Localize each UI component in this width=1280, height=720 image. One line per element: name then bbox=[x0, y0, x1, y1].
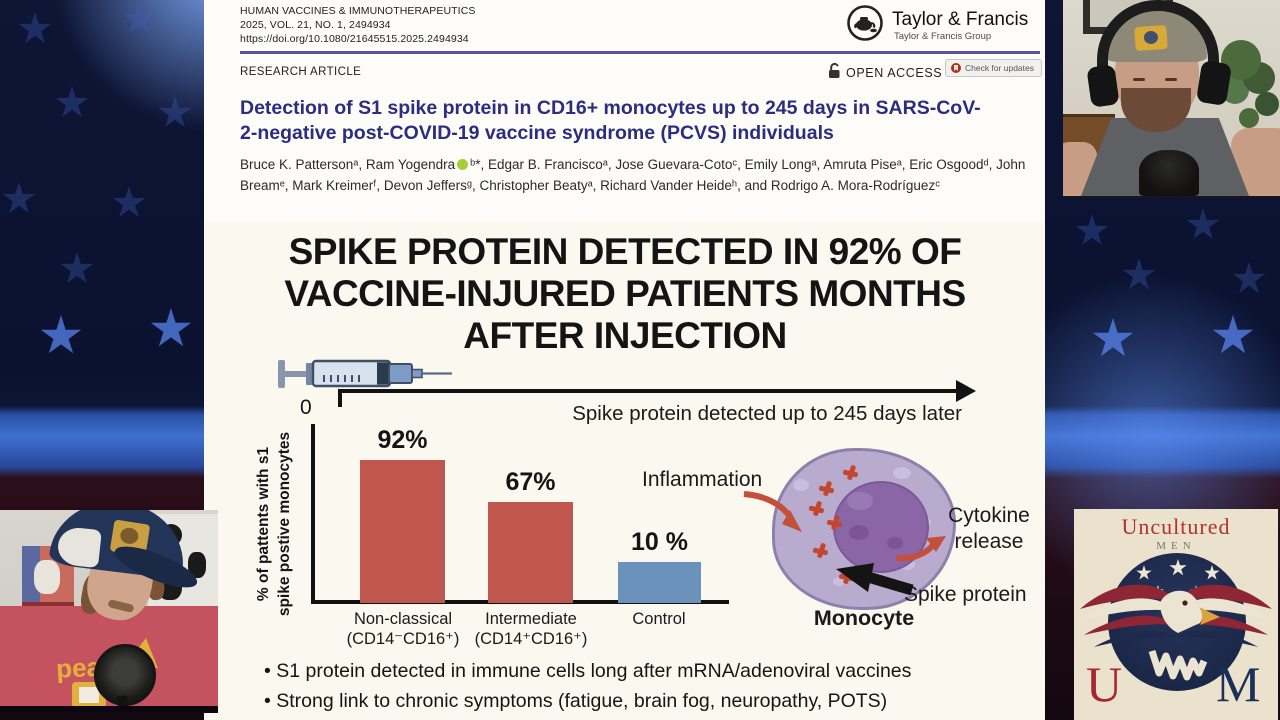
star-decoration bbox=[1075, 214, 1109, 245]
logo-title: Uncultured bbox=[1121, 514, 1231, 539]
article-type-label: RESEARCH ARTICLE bbox=[240, 66, 362, 78]
key-finding-bullet-2: • Strong link to chronic symptoms (fatig… bbox=[264, 690, 888, 712]
star-decoration bbox=[2, 182, 36, 213]
star-decoration bbox=[18, 12, 52, 43]
spike-protein-icon bbox=[819, 481, 834, 496]
star-decoration bbox=[150, 308, 192, 347]
infographic-headline: SPIKE PROTEIN DETECTED IN 92% OF VACCINE… bbox=[284, 231, 966, 357]
inflammation-arrow bbox=[743, 491, 802, 532]
taylor-francis-teapot-icon bbox=[846, 4, 884, 42]
cell-speckle bbox=[793, 479, 809, 491]
logo-initial-m: M bbox=[1216, 656, 1261, 712]
star-decoration bbox=[1122, 258, 1156, 289]
bar-control: 10 % bbox=[618, 528, 701, 603]
cell-speckle bbox=[893, 467, 911, 479]
x-tick-label-control: Control bbox=[632, 610, 686, 628]
headphone-earcup-left bbox=[1086, 64, 1120, 108]
header-divider bbox=[240, 51, 1040, 54]
host-eye bbox=[1165, 78, 1177, 81]
journal-issue: 2025, VOL. 21, NO. 1, 2494934 bbox=[240, 19, 391, 31]
headphone-earcup-right bbox=[1195, 59, 1233, 107]
logo-initial-u: U bbox=[1086, 656, 1123, 712]
open-lock-icon bbox=[828, 62, 841, 84]
cytokine-arrow bbox=[895, 536, 946, 562]
orcid-icon bbox=[457, 159, 469, 170]
bar-value-label: 10 % bbox=[631, 528, 688, 556]
spike-protein-icon bbox=[827, 515, 842, 530]
check-for-updates-badge: Check for updates bbox=[945, 59, 1042, 77]
publisher-name: Taylor & Francis bbox=[892, 9, 1029, 30]
timeline-origin-label: 0 bbox=[300, 396, 312, 419]
poster-detail bbox=[188, 552, 206, 578]
spike-protein-label: Spike protein bbox=[904, 583, 1027, 606]
nucleus-highlight bbox=[847, 492, 873, 510]
star-decoration bbox=[112, 186, 146, 217]
author-list: Bruce K. Pattersonᵃ, Ram Yogendra ᵇ*, Edg… bbox=[240, 157, 1026, 193]
star-decoration bbox=[60, 252, 94, 283]
spike-protein-icon bbox=[843, 465, 858, 480]
microphone bbox=[1139, 150, 1199, 196]
star-decoration bbox=[1232, 262, 1266, 293]
timeline-axis-start bbox=[338, 389, 342, 407]
x-tick-label-intermediate: Intermediate (CD14⁺CD16⁺) bbox=[474, 610, 588, 649]
cytokine-release-label: Cytokine release bbox=[948, 504, 1030, 554]
x-tick-label-non-classical: Non-classical (CD14⁻CD16⁺) bbox=[346, 610, 460, 649]
y-axis bbox=[311, 424, 315, 604]
syringe-icon bbox=[278, 351, 453, 404]
open-access-label: OPEN ACCESS bbox=[846, 66, 943, 80]
channel-logo: Uncultured MEN U M bbox=[1074, 509, 1278, 720]
bar-value-label: 92% bbox=[377, 426, 428, 454]
timeline-arrowhead bbox=[956, 379, 976, 402]
bar bbox=[360, 460, 445, 603]
star-decoration bbox=[55, 86, 89, 117]
spike-protein-icon bbox=[809, 501, 824, 516]
star-decoration bbox=[1092, 318, 1134, 357]
y-axis-label: % of pattents with s1 spike postive mono… bbox=[255, 431, 293, 617]
spike-protein-icon bbox=[813, 543, 828, 558]
bar-non-classical: 92% bbox=[360, 426, 445, 603]
timeline-axis bbox=[338, 389, 960, 393]
eagle-illustration bbox=[1078, 584, 1274, 681]
open-access-badge: OPEN ACCESS bbox=[828, 62, 942, 84]
crossmark-icon bbox=[951, 63, 961, 73]
bar bbox=[618, 562, 701, 603]
spike-protein-arrow bbox=[836, 563, 914, 596]
host-eye bbox=[1133, 78, 1145, 81]
check-for-updates-label: Check for updates bbox=[965, 63, 1034, 73]
webcam-cohost: peak bbox=[0, 510, 218, 713]
journal-article-page: HUMAN VACCINES & IMMUNOTHERAPEUTICS 2025… bbox=[204, 0, 1045, 720]
headphones-band bbox=[1097, 0, 1219, 72]
monocyte-label: Monocyte bbox=[813, 606, 915, 630]
webcam-host bbox=[1063, 0, 1280, 198]
journal-name: HUMAN VACCINES & IMMUNOTHERAPEUTICS bbox=[240, 5, 476, 17]
star-decoration bbox=[1212, 315, 1254, 354]
poster-detail bbox=[34, 560, 60, 594]
nucleus-spot bbox=[849, 525, 869, 540]
bar bbox=[488, 502, 573, 603]
article-title: Detection of S1 spike protein in CD16+ m… bbox=[240, 97, 981, 144]
bar-intermediate: 67% bbox=[488, 468, 573, 603]
logo-subtitle: MEN bbox=[1156, 540, 1196, 552]
inflammation-label: Inflammation bbox=[642, 468, 763, 491]
timeline-caption: Spike protein detected up to 245 days la… bbox=[572, 402, 962, 425]
webcam-bottom-edge bbox=[0, 706, 218, 713]
bar-value-label: 67% bbox=[505, 468, 556, 496]
star-decoration bbox=[122, 2, 156, 33]
publisher-group: Taylor & Francis Group bbox=[894, 31, 992, 42]
star-decoration bbox=[158, 96, 192, 127]
nucleus-spot bbox=[887, 537, 903, 549]
journal-doi: https://doi.org/10.1080/21645515.2025.24… bbox=[240, 33, 469, 45]
star-decoration bbox=[1186, 208, 1220, 239]
star-decoration bbox=[40, 315, 82, 354]
key-finding-bullet-1: • S1 protein detected in immune cells lo… bbox=[264, 660, 912, 682]
